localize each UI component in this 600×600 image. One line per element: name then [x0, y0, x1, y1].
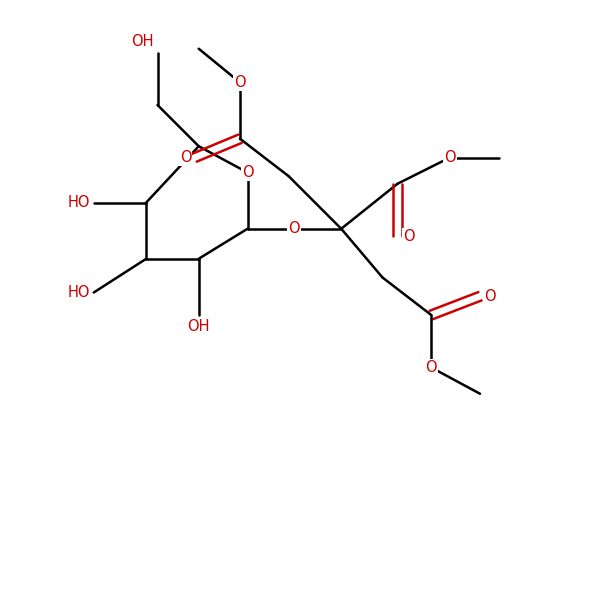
Text: O: O [444, 150, 456, 165]
Text: HO: HO [67, 285, 90, 300]
Text: O: O [425, 360, 437, 375]
Text: OH: OH [187, 319, 210, 334]
Text: HO: HO [67, 195, 90, 210]
Text: OH: OH [131, 34, 154, 49]
Text: O: O [484, 289, 496, 304]
Text: O: O [234, 75, 246, 90]
Text: O: O [242, 165, 253, 180]
Text: O: O [404, 229, 415, 244]
Text: O: O [179, 150, 191, 165]
Text: O: O [288, 221, 300, 236]
